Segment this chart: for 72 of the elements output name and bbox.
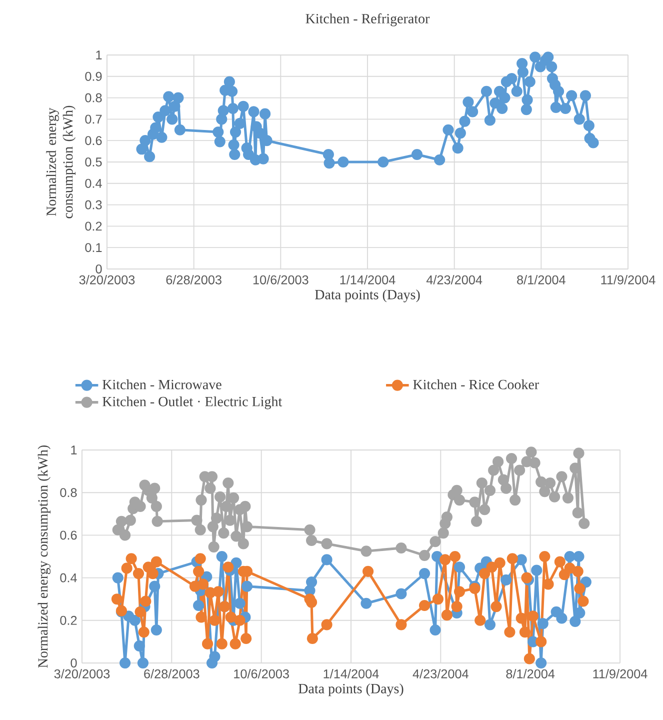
point [531, 564, 542, 576]
point [306, 576, 318, 588]
point [580, 576, 592, 588]
y-tick-label: 0 [70, 658, 77, 668]
point [454, 562, 466, 573]
y-tick-label: 0.6 [60, 530, 77, 540]
x-axis-title: Data points (Days) [298, 684, 404, 696]
y-tick-label: 0.3 [85, 200, 102, 210]
point [216, 550, 228, 562]
point [321, 554, 332, 566]
y-tick-label: 0.5 [85, 158, 102, 166]
x-tick-label: 1/14/2004 [340, 275, 396, 284]
x-tick-label: 4/23/2004 [412, 669, 468, 678]
point [430, 624, 441, 636]
point [134, 640, 145, 652]
x-tick-label: 1/14/2004 [324, 669, 379, 678]
y-tick-label: 1 [71, 446, 77, 454]
point [418, 568, 430, 580]
y-tick-label: 0.2 [85, 222, 102, 231]
x-tick-label: 10/6/2003 [234, 669, 289, 678]
y-tick-label: 0.1 [85, 243, 102, 252]
point [149, 580, 160, 592]
y-tick-label: 0.7 [85, 114, 102, 124]
point [500, 574, 512, 586]
y-tick-label: 0.6 [85, 136, 102, 146]
point [556, 612, 568, 624]
point [537, 618, 548, 630]
point [234, 598, 246, 609]
point [137, 657, 149, 669]
x-tick-label: 11/9/2004 [593, 669, 648, 678]
x-axis-title: Data points (Days) [315, 290, 420, 302]
point [120, 657, 131, 669]
y-tick-label: 0 [96, 264, 102, 274]
point [536, 657, 547, 669]
legend-label: Kitchen - Rice Cooker [413, 379, 539, 390]
x-tick-label: 3/20/2003 [54, 669, 110, 678]
x-tick-label: 11/9/2004 [601, 275, 656, 284]
x-tick-label: 6/28/2003 [144, 669, 200, 678]
point [209, 651, 220, 662]
point [150, 624, 162, 636]
point [432, 550, 443, 562]
y-tick-label: 0.4 [60, 573, 77, 582]
y-axis-title: Normalized energy consumption (kWh) [46, 106, 76, 218]
x-tick-label: 3/20/2003 [79, 275, 135, 284]
y-tick-label: 1 [96, 50, 102, 60]
point [570, 616, 581, 627]
point [241, 580, 253, 592]
point [550, 606, 562, 618]
point [230, 557, 242, 568]
legend-label: Kitchen - Microwave [102, 379, 222, 390]
y-tick-label: 0.4 [85, 178, 102, 188]
y-tick-label: 0.2 [60, 616, 77, 625]
point [112, 572, 124, 584]
point [516, 554, 527, 566]
point [396, 588, 407, 600]
point [129, 614, 140, 626]
y-tick-label: 0.9 [85, 72, 102, 81]
point [193, 600, 204, 612]
x-tick-label: 8/1/2004 [506, 669, 555, 678]
x-tick-label: 4/23/2004 [426, 275, 482, 284]
x-tick-label: 10/6/2003 [253, 275, 308, 284]
chart-title: Kitchen - Refrigerator [306, 13, 430, 26]
point [573, 550, 584, 562]
y-axis-title: Normalized energy consumption (kWh) [38, 445, 51, 668]
point [564, 550, 576, 562]
x-tick-label: 8/1/2004 [517, 275, 566, 284]
y-tick-label: 0.8 [85, 93, 102, 102]
point [360, 598, 372, 609]
x-tick-label: 6/28/2003 [166, 275, 222, 284]
y-tick-label: 0.8 [60, 488, 77, 498]
legend-label: Kitchen - Outlet · Electric Light [102, 396, 282, 410]
point [484, 619, 496, 630]
